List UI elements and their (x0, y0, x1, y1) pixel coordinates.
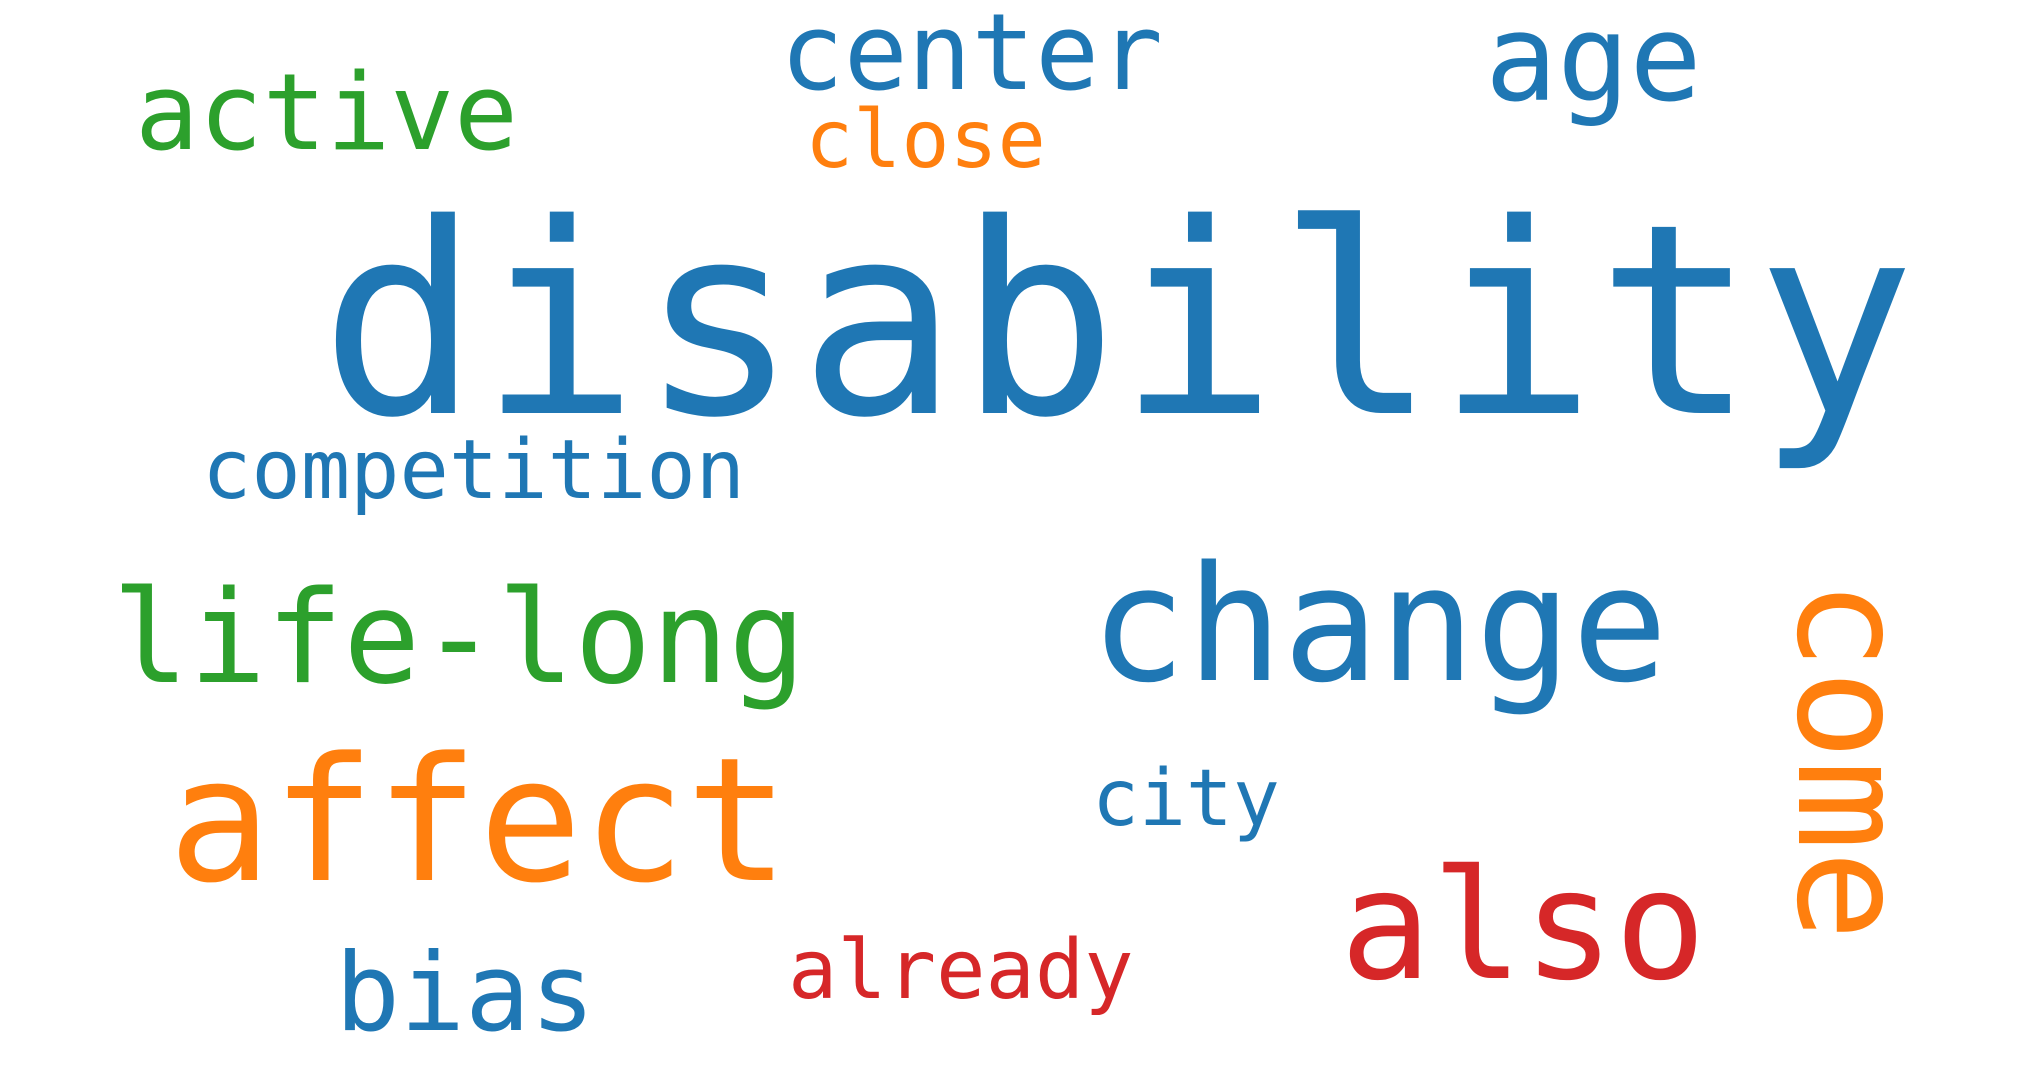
word-life-long: life-long (112, 564, 806, 713)
word-active: active (135, 51, 518, 174)
word-age: age (1485, 0, 1702, 129)
word-come: come (1763, 579, 1937, 941)
word-also: also (1340, 837, 1707, 1014)
word-city: city (1092, 754, 1280, 844)
word-bias: bias (335, 931, 596, 1056)
word-already: already (788, 923, 1134, 1018)
word-close: close (805, 93, 1046, 186)
word-affect: affect (168, 720, 790, 921)
word-disability: disability (320, 168, 1916, 476)
word-competition: competition (202, 423, 746, 518)
word-change: change (1090, 531, 1668, 718)
word-center: center (780, 0, 1163, 114)
